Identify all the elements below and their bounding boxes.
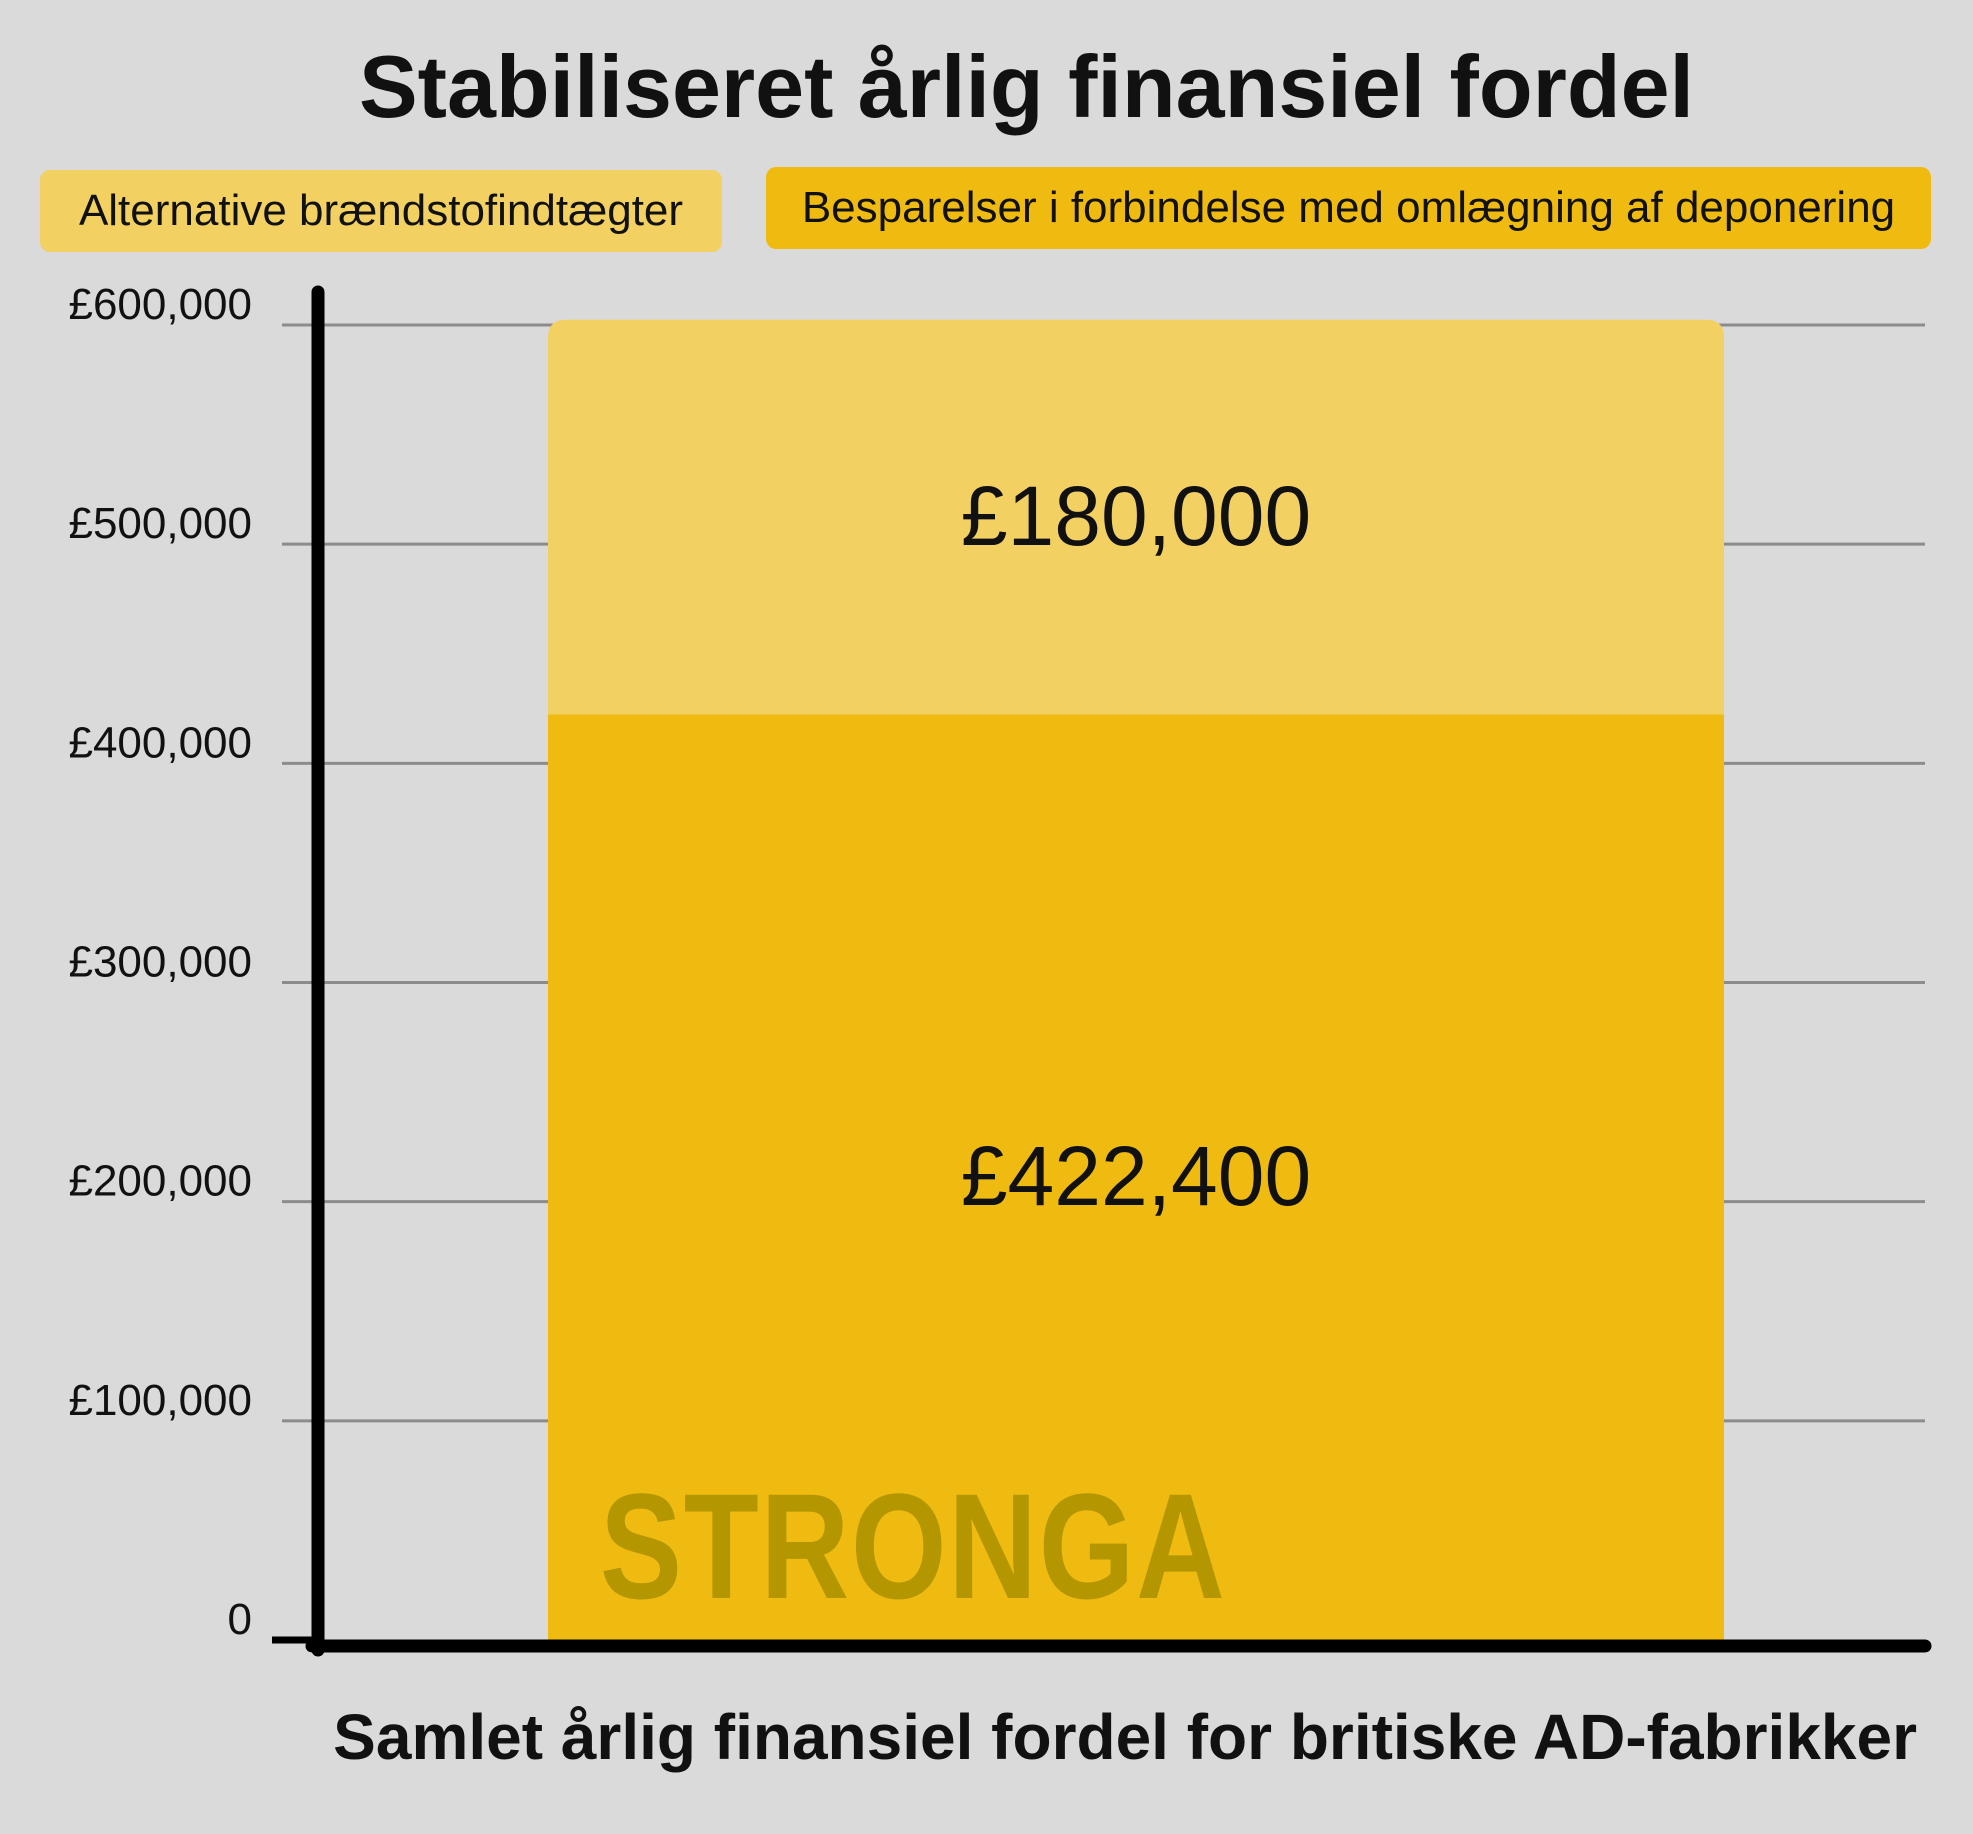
bar-segment-landfill-savings: [548, 714, 1724, 1640]
y-tick-label: £600,000: [68, 280, 252, 329]
y-tick-label: £200,000: [68, 1157, 252, 1206]
data-label: £422,400: [961, 1129, 1311, 1223]
y-tick-label: £500,000: [68, 499, 252, 548]
bar-segment-alternative-fuel: [548, 319, 1724, 715]
watermark-logo: STRONGA: [600, 1462, 1227, 1630]
legend-item-alternative-fuel: Alternative brændstofindtægter: [40, 170, 722, 252]
y-tick-label: £400,000: [68, 718, 252, 767]
data-label: £180,000: [961, 469, 1311, 563]
y-tick-label: £100,000: [68, 1376, 252, 1425]
chart-title: Stabiliseret årlig finansiel fordel: [358, 37, 1695, 136]
y-tick-label: 0: [228, 1595, 252, 1644]
legend-item-landfill-savings: Besparelser i forbindelse med omlægning …: [766, 167, 1931, 249]
y-tick-label: £300,000: [68, 938, 252, 987]
x-axis-label: Samlet årlig finansiel fordel for britis…: [333, 1701, 1917, 1773]
